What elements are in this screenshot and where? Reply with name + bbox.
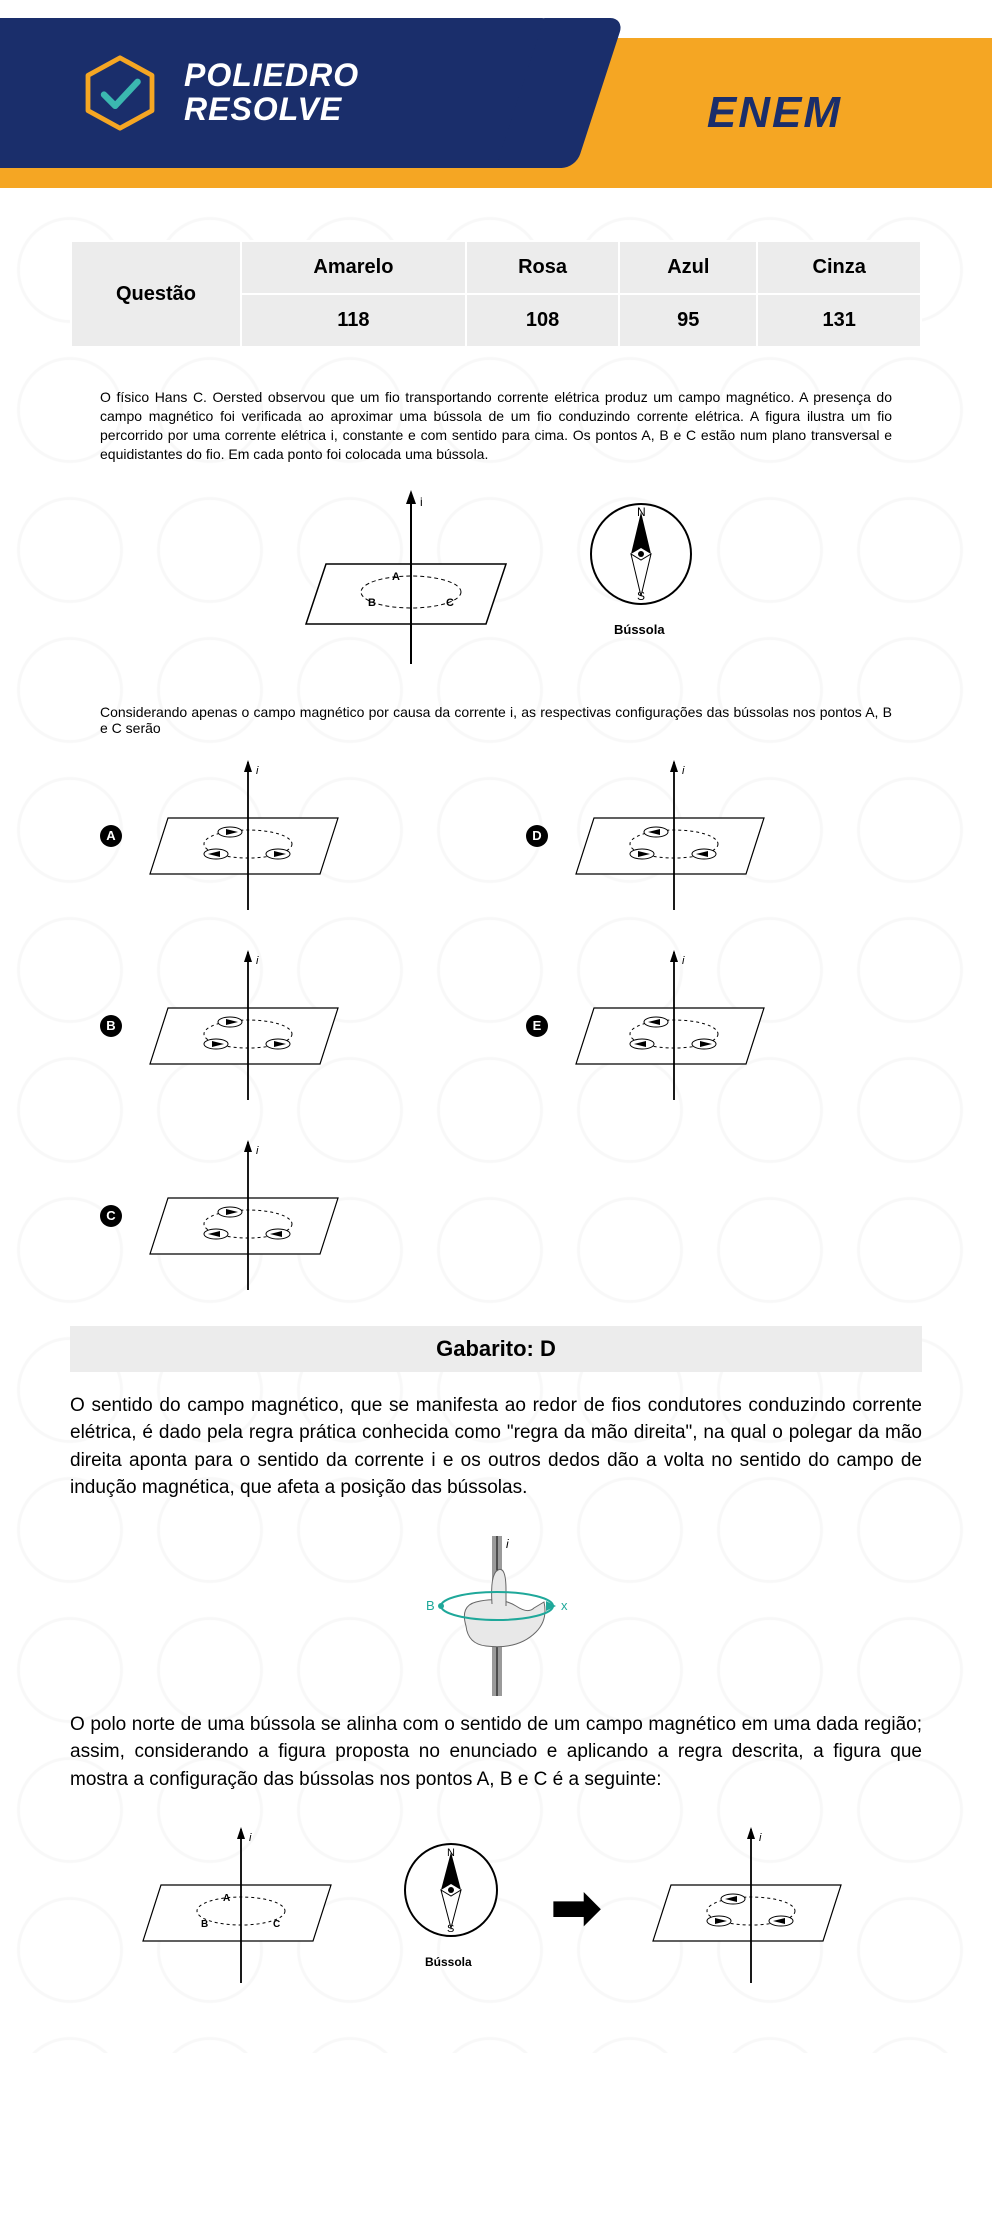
option-e-figure: i bbox=[564, 946, 784, 1106]
answer-banner: Gabarito: D bbox=[70, 1326, 922, 1372]
page-header: ENEM POLIEDRO RESOLVE bbox=[0, 0, 992, 200]
figure-wire-plane: i A B C bbox=[286, 484, 546, 674]
problem-statement: O físico Hans C. Oersted observou que um… bbox=[70, 388, 922, 464]
option-letter-e: E bbox=[526, 1015, 548, 1037]
explanation-para2: O polo norte de uma bússola se alinha co… bbox=[70, 1711, 922, 1794]
table-col-amarelo: Amarelo bbox=[241, 241, 466, 294]
option-c: C i bbox=[100, 1136, 466, 1296]
exam-name: ENEM bbox=[707, 88, 842, 138]
svg-text:x: x bbox=[561, 1598, 568, 1613]
option-a-figure: i bbox=[138, 756, 358, 916]
option-c-figure: i bbox=[138, 1136, 358, 1296]
svg-text:B: B bbox=[426, 1598, 435, 1613]
table-val-amarelo: 118 bbox=[241, 294, 466, 347]
options-grid: A i D i bbox=[70, 756, 922, 1296]
logo-hexagon-check-icon bbox=[80, 53, 160, 133]
hand-rule-svg: i x B bbox=[406, 1526, 586, 1706]
svg-text:i: i bbox=[506, 1537, 509, 1551]
explanation-para1: O sentido do campo magnético, que se man… bbox=[70, 1392, 922, 1502]
figure-compass: N S Bússola bbox=[576, 484, 706, 654]
problem-midtext: Considerando apenas o campo magnético po… bbox=[70, 704, 922, 736]
brand-line1: POLIEDRO bbox=[184, 59, 359, 93]
brand-line2: RESOLVE bbox=[184, 93, 359, 127]
option-letter-b: B bbox=[100, 1015, 122, 1037]
svg-text:Bússola: Bússola bbox=[614, 622, 665, 637]
final-left-plane: i A B C bbox=[131, 1823, 351, 1993]
svg-text:C: C bbox=[446, 597, 454, 609]
option-letter-a: A bbox=[100, 825, 122, 847]
svg-text:i: i bbox=[256, 955, 259, 967]
option-e: E i bbox=[526, 946, 892, 1106]
table-col-rosa: Rosa bbox=[466, 241, 619, 294]
problem-figure-row: i A B C N S Bússola bbox=[70, 484, 922, 674]
arrow-icon: ➡ bbox=[551, 1873, 601, 1943]
table-col-azul: Azul bbox=[619, 241, 757, 294]
svg-text:A: A bbox=[223, 1893, 230, 1904]
final-right-plane: i bbox=[641, 1823, 861, 1993]
svg-text:B: B bbox=[368, 597, 376, 609]
svg-text:i: i bbox=[256, 1145, 259, 1157]
table-rowlabel: Questão bbox=[71, 241, 241, 347]
option-d: D i bbox=[526, 756, 892, 916]
option-d-figure: i bbox=[564, 756, 784, 916]
svg-text:A: A bbox=[392, 571, 400, 583]
svg-text:i: i bbox=[759, 1832, 762, 1844]
option-letter-c: C bbox=[100, 1205, 122, 1227]
table-val-azul: 95 bbox=[619, 294, 757, 347]
question-number-table: Questão Amarelo Rosa Azul Cinza 118 108 … bbox=[70, 240, 922, 348]
option-letter-d: D bbox=[526, 825, 548, 847]
option-a: A i bbox=[100, 756, 466, 916]
svg-text:i: i bbox=[420, 495, 423, 509]
table-val-rosa: 108 bbox=[466, 294, 619, 347]
brand-text: POLIEDRO RESOLVE bbox=[184, 59, 359, 126]
svg-text:Bússola: Bússola bbox=[425, 1955, 472, 1969]
option-b: B i bbox=[100, 946, 466, 1106]
svg-text:i: i bbox=[682, 765, 685, 777]
final-figure-row: i A B C N S Bússola ➡ i bbox=[70, 1823, 922, 1993]
right-hand-rule-figure: i x B bbox=[70, 1526, 922, 1711]
table-col-cinza: Cinza bbox=[757, 241, 921, 294]
svg-text:i: i bbox=[249, 1832, 252, 1844]
table-val-cinza: 131 bbox=[757, 294, 921, 347]
svg-text:C: C bbox=[273, 1919, 280, 1930]
svg-text:i: i bbox=[256, 765, 259, 777]
main-content: Questão Amarelo Rosa Azul Cinza 118 108 … bbox=[0, 200, 992, 2053]
option-b-figure: i bbox=[138, 946, 358, 1106]
svg-text:i: i bbox=[682, 955, 685, 967]
header-blue-band: POLIEDRO RESOLVE bbox=[0, 18, 560, 168]
svg-text:B: B bbox=[201, 1919, 208, 1930]
final-compass: N S Bússola bbox=[391, 1828, 511, 1988]
